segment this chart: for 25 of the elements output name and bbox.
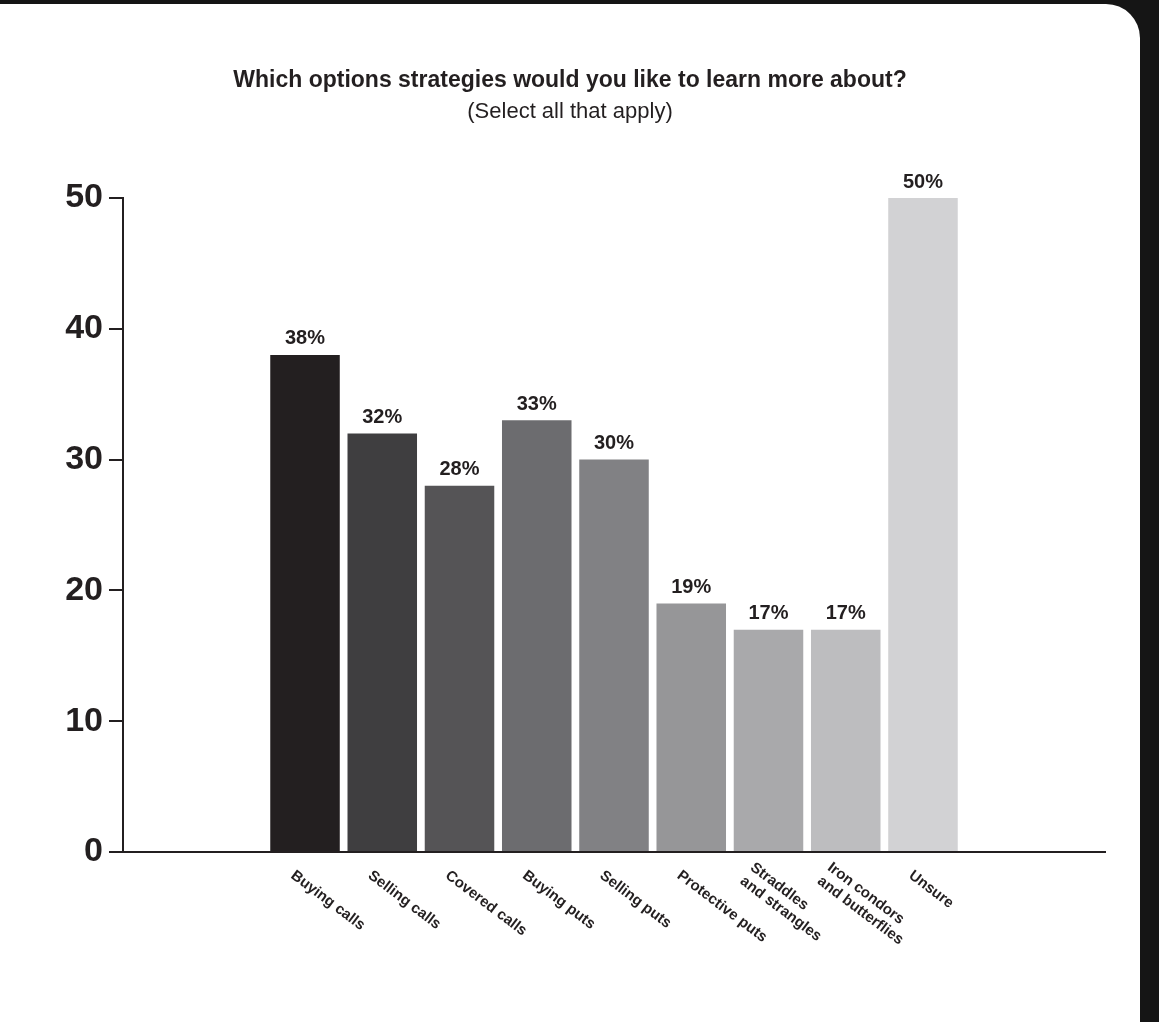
y-tick-label: 0 <box>84 830 103 869</box>
y-tick-label: 50 <box>65 176 103 215</box>
bar <box>810 629 881 851</box>
chart-title: Which options strategies would you like to learn more about? <box>232 66 908 93</box>
data-label: 19% <box>671 575 712 597</box>
bar <box>733 629 804 851</box>
y-tick-label: 30 <box>65 437 103 476</box>
bar <box>888 198 958 851</box>
y-tick-label: 40 <box>65 307 103 346</box>
data-label: 28% <box>439 457 480 480</box>
data-label: 50% <box>902 169 944 192</box>
data-label: 30% <box>593 431 635 454</box>
y-tick-label: 20 <box>65 568 103 607</box>
data-label: 17% <box>748 601 789 624</box>
y-tick-label: 10 <box>65 699 103 738</box>
data-label: 17% <box>825 601 866 624</box>
data-label: 38% <box>285 326 326 349</box>
bar <box>579 459 649 851</box>
data-label: 32% <box>362 404 403 427</box>
bar <box>656 603 727 851</box>
bar <box>424 485 495 851</box>
chart-subtitle: (Select all that apply) <box>466 98 674 124</box>
bar <box>347 433 418 851</box>
data-label: 33% <box>516 391 557 414</box>
bar <box>501 420 572 851</box>
